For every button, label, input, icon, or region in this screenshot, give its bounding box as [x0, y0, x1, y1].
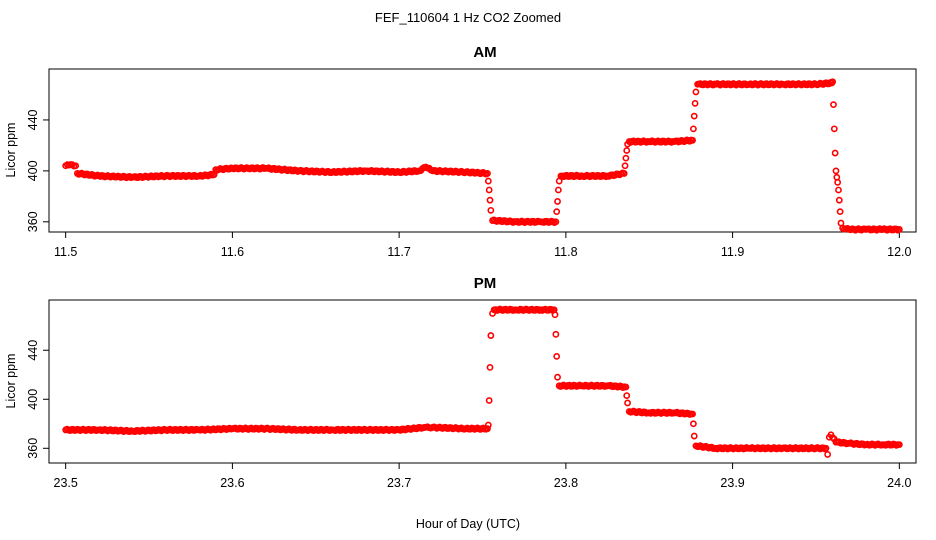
y-tick-label: 400 [26, 389, 40, 410]
x-tick-label: 11.6 [221, 245, 244, 259]
data-point [836, 208, 844, 216]
data-point [690, 420, 697, 428]
x-tick-label: 23.7 [387, 476, 411, 490]
plot-frame [48, 299, 917, 464]
data-point [834, 178, 842, 186]
data-point [622, 154, 630, 162]
figure-title: FEF_110604 1 Hz CO2 Zoomed [375, 10, 561, 25]
data-point [691, 99, 699, 107]
data-point [831, 149, 839, 157]
data-point [692, 88, 700, 96]
data-point [824, 451, 832, 458]
data-point [690, 125, 697, 133]
data-point [485, 186, 493, 194]
x-tick-label: 11.7 [387, 245, 410, 259]
data-points [62, 305, 903, 458]
data-point [690, 112, 698, 120]
data-point [689, 410, 696, 418]
data-point [832, 167, 840, 175]
data-point [623, 147, 631, 154]
x-tick-label: 23.6 [220, 476, 244, 490]
panel-pm: PM Licor ppm 23.5 23.6 23.7 23.8 23.9 24.0 36… [4, 275, 917, 490]
data-point [484, 421, 492, 429]
data-point [620, 170, 628, 177]
data-point [486, 196, 494, 204]
x-tick-label: 23.8 [554, 476, 578, 490]
data-point [622, 383, 630, 391]
data-point [554, 198, 561, 205]
x-axis: 23.5 23.6 23.7 23.8 23.9 24.0 [54, 463, 912, 490]
y-tick-label: 400 [26, 160, 40, 181]
y-axis-label: Licor ppm [4, 354, 18, 409]
data-point [553, 208, 561, 216]
y-axis-label: Licor ppm [4, 123, 18, 178]
y-tick-label: 360 [26, 438, 40, 459]
panel-title: PM [474, 275, 497, 292]
data-point [623, 392, 631, 399]
x-tick-label: 11.8 [554, 245, 577, 259]
y-tick-label: 440 [26, 109, 40, 130]
x-tick-label: 11.5 [54, 245, 77, 259]
data-point [621, 162, 629, 170]
data-points [62, 78, 903, 234]
data-point [487, 332, 495, 339]
data-point [484, 425, 491, 433]
y-tick-label: 440 [26, 340, 40, 361]
data-point [484, 170, 491, 177]
data-point [690, 432, 698, 440]
data-point [484, 177, 492, 185]
data-point [554, 373, 561, 381]
x-tick-label: 12.0 [887, 245, 911, 259]
data-point [835, 186, 842, 194]
plot-frame [48, 68, 917, 233]
y-axis: 360 400 440 [26, 109, 49, 232]
data-point [895, 226, 903, 233]
data-point [895, 441, 903, 449]
data-point [552, 330, 560, 338]
x-tick-label: 11.9 [721, 245, 744, 259]
panel-am: AM Licor ppm 11.5 11.6 11.7 11.8 11.9 12.0 36… [4, 44, 917, 259]
x-tick-label: 23.9 [720, 476, 744, 490]
data-point [485, 397, 493, 404]
data-point [552, 218, 560, 226]
data-point [835, 196, 843, 204]
data-point [487, 206, 495, 214]
data-point [822, 444, 830, 452]
data-point [554, 186, 562, 194]
x-axis-label: Hour of Day (UTC) [416, 517, 520, 531]
data-point [72, 162, 80, 170]
data-point [624, 399, 631, 407]
data-point [486, 364, 494, 371]
data-point [830, 125, 838, 133]
y-axis: 360 400 440 [26, 340, 49, 459]
panel-title: AM [473, 44, 496, 61]
data-point [551, 311, 559, 319]
data-point [689, 136, 696, 144]
data-point [829, 78, 837, 86]
x-tick-label: 23.5 [54, 476, 78, 490]
y-tick-label: 360 [26, 211, 40, 232]
x-axis: 11.5 11.6 11.7 11.8 11.9 12.0 [54, 232, 912, 259]
data-point [830, 101, 837, 109]
x-tick-label: 24.0 [887, 476, 911, 490]
data-point [553, 352, 561, 360]
